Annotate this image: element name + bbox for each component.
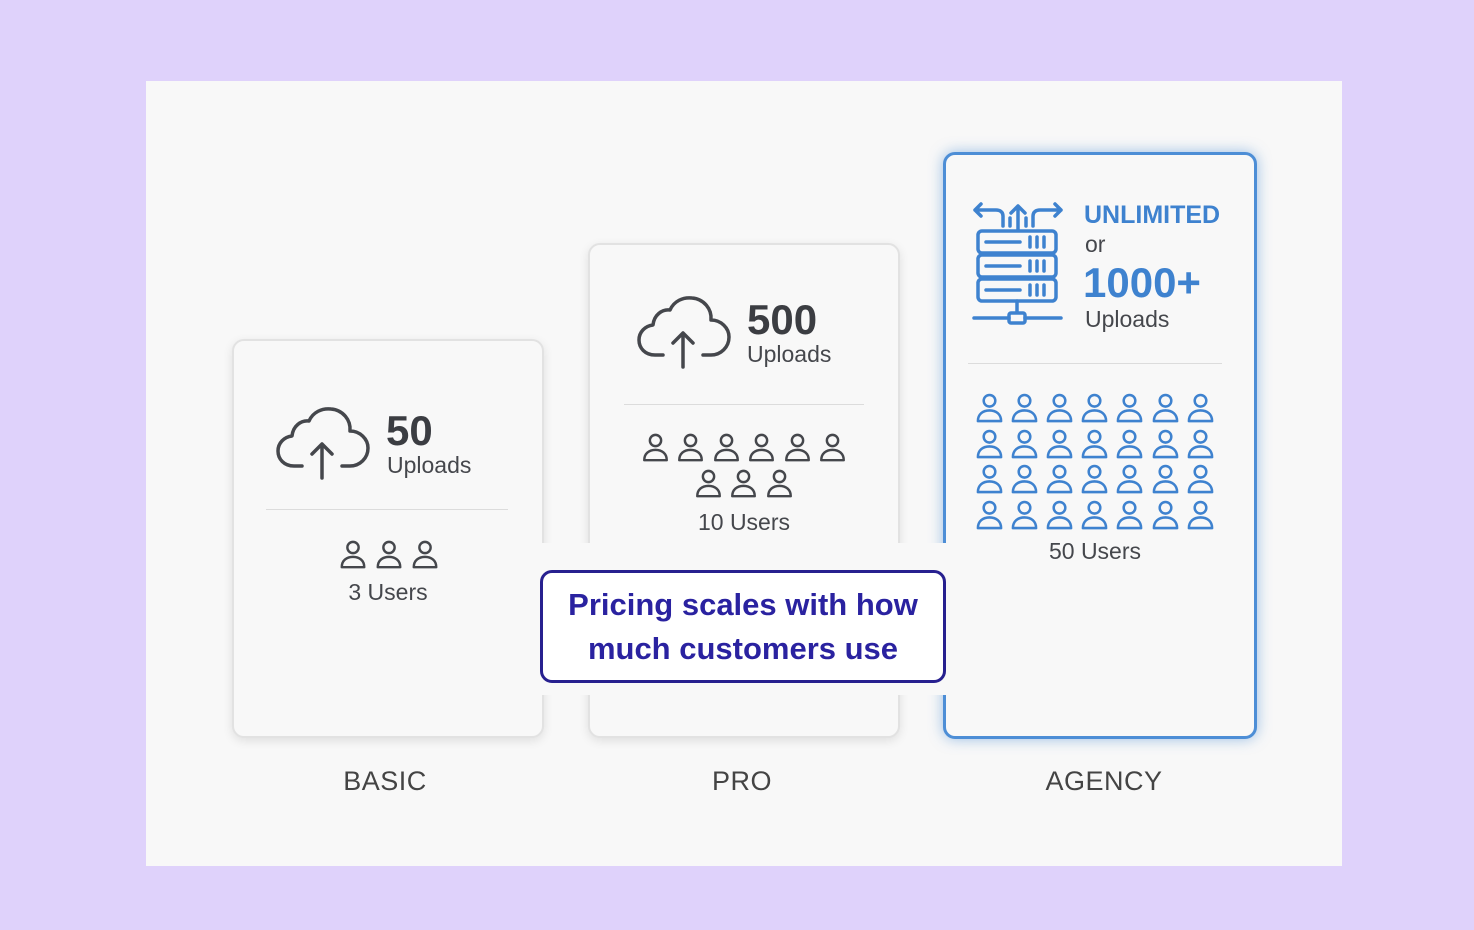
user-icon — [766, 469, 792, 498]
agency-or-label: or — [1085, 231, 1106, 257]
user-icon — [1011, 429, 1038, 458]
user-icon — [1117, 500, 1143, 529]
user-icon — [1152, 393, 1178, 423]
basic-uploads-count: 50 — [386, 407, 433, 454]
user-icon — [1081, 429, 1108, 458]
user-icon — [1117, 393, 1143, 423]
user-icon — [1117, 429, 1143, 458]
user-icon — [1081, 500, 1108, 529]
user-icon — [340, 540, 366, 569]
user-icon — [1081, 393, 1108, 423]
user-icon — [820, 433, 845, 462]
user-icon — [376, 540, 402, 569]
pricing-callout: Pricing scales with how much customers u… — [540, 570, 946, 683]
user-icon — [1152, 429, 1178, 458]
user-icon — [1046, 429, 1073, 458]
user-icon — [976, 429, 1003, 458]
user-icon — [1011, 500, 1038, 529]
agency-users-label: 50 Users — [1048, 538, 1142, 564]
pro-tier-label: PRO — [711, 766, 772, 796]
user-icon — [1011, 393, 1038, 423]
pro-uploads-count: 500 — [747, 296, 818, 343]
pro-divider — [624, 404, 864, 405]
user-icon — [412, 540, 438, 569]
agency-uploads-label: Uploads — [1085, 306, 1170, 332]
basic-divider — [266, 509, 508, 510]
pro-uploads-label: Uploads — [747, 341, 832, 367]
user-icon — [1152, 500, 1178, 529]
user-icon — [1187, 500, 1213, 529]
cloud-upload-icon — [637, 296, 731, 369]
basic-uploads-label: Uploads — [387, 452, 472, 478]
user-icon — [784, 433, 810, 462]
user-icon — [1187, 464, 1213, 494]
user-icon — [976, 500, 1003, 529]
basic-users-label: 3 Users — [348, 579, 428, 605]
user-icon — [1117, 464, 1143, 494]
user-icon — [1152, 464, 1178, 494]
basic-tier-label: BASIC — [343, 766, 427, 796]
user-icon — [1187, 393, 1213, 423]
user-icon — [1046, 464, 1073, 494]
callout-line-1: Pricing scales with how — [568, 586, 918, 622]
agency-divider — [968, 363, 1222, 364]
user-icon — [643, 433, 668, 462]
user-icon — [678, 433, 704, 462]
cloud-upload-icon — [276, 407, 370, 480]
callout-line-2: much customers use — [587, 630, 899, 666]
user-icon — [749, 433, 775, 462]
user-icon — [696, 469, 721, 498]
user-icon — [1187, 429, 1213, 458]
user-icon — [976, 464, 1003, 494]
user-icon — [976, 393, 1003, 423]
basic-plan-card — [232, 339, 544, 738]
user-icon — [1011, 464, 1038, 494]
server-network-icon — [972, 202, 1063, 325]
agency-tier-label: AGENCY — [1045, 766, 1163, 796]
user-icon — [731, 469, 757, 498]
agency-unlimited-label: UNLIMITED — [1084, 201, 1221, 229]
agency-uploads-count: 1000+ — [1083, 259, 1201, 306]
pro-users-label: 10 Users — [697, 509, 791, 535]
user-icon — [713, 433, 739, 462]
user-icon — [1046, 393, 1073, 423]
user-icon — [1046, 500, 1073, 529]
user-icon — [1081, 464, 1108, 494]
